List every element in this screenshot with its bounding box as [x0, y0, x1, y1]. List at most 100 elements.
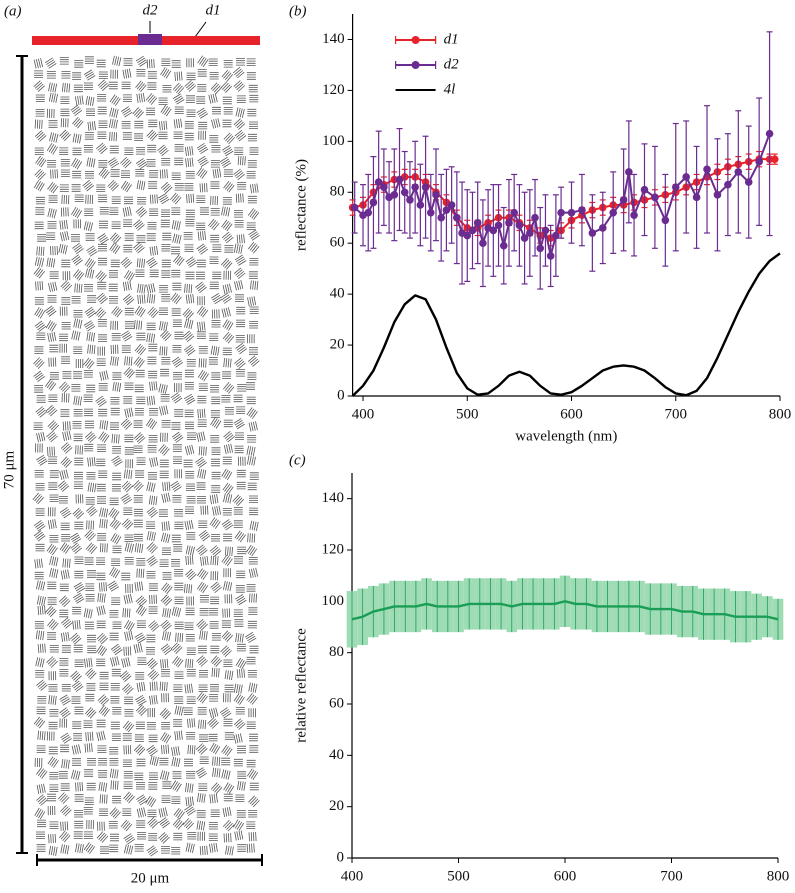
y-tick-label: 100: [322, 133, 345, 149]
marker: [567, 208, 576, 217]
marker: [411, 183, 419, 191]
y-tick-label: 120: [322, 82, 345, 98]
legend-entry: d1: [395, 31, 459, 47]
x-tick-label: 700: [660, 868, 683, 884]
marker: [552, 231, 560, 240]
marker: [468, 226, 477, 235]
chart: (b) 0 20 40 60 80 100 120 140 400 500 600 700 800 wave…: [289, 3, 791, 444]
marker: [510, 208, 518, 217]
marker: [520, 234, 529, 242]
panel-label: (a): [4, 3, 22, 19]
y-tick-label: 20: [329, 798, 344, 814]
marker: [640, 185, 649, 194]
marker: [416, 201, 425, 209]
legend-label: d1: [444, 31, 459, 47]
y-tick-label: 60: [329, 695, 344, 711]
marker: [651, 193, 659, 202]
marker: [380, 183, 388, 191]
marker: [682, 173, 690, 181]
marker: [526, 229, 534, 237]
x-tick-label: 700: [665, 406, 688, 422]
x-axis-label: wavelength (nm): [515, 428, 617, 444]
marker: [350, 203, 359, 212]
marker: [390, 191, 399, 199]
legend-label: 4l: [444, 81, 456, 97]
y-tick-label: 80: [330, 184, 345, 200]
marker: [661, 216, 670, 225]
marker: [531, 213, 539, 222]
marker: [671, 183, 680, 191]
marker: [770, 155, 779, 163]
series-line: [351, 600, 779, 621]
marker: [479, 239, 487, 247]
y-tick-label: 60: [330, 235, 345, 251]
marker: [734, 168, 743, 176]
series-line: [351, 252, 781, 397]
marker: [713, 191, 722, 199]
marker: [630, 211, 638, 219]
x-tick-label: 500: [456, 406, 479, 422]
marker: [421, 183, 430, 191]
marker: [395, 175, 404, 184]
y-axis-label: relative reflectance: [293, 628, 309, 743]
panel-a: (a) d2 d1 70 μm 20 μm: [1, 2, 263, 886]
marker: [541, 226, 550, 235]
marker: [463, 231, 472, 240]
marker: [703, 165, 711, 174]
y-tick-label: 40: [329, 747, 344, 763]
marker: [609, 208, 618, 217]
marker: [578, 206, 586, 214]
marker: [692, 193, 701, 202]
bar-label: d1: [206, 2, 221, 18]
marker: [755, 157, 763, 166]
legend-marker: [411, 61, 420, 69]
marker: [442, 206, 451, 214]
marker: [374, 178, 383, 186]
y-axis-label: reflectance (%): [293, 159, 309, 251]
marker: [515, 221, 524, 230]
marker: [546, 252, 555, 260]
marker: [364, 208, 373, 217]
panel-label: (c): [289, 452, 306, 468]
y-tick-label: 140: [322, 31, 345, 47]
marker: [499, 241, 508, 250]
marker: [598, 224, 607, 232]
marker: [447, 201, 456, 209]
scale-label: 70 μm: [1, 450, 17, 489]
x-tick-label: 400: [341, 868, 364, 884]
panel-label: (b): [289, 3, 307, 19]
marker: [744, 178, 753, 186]
x-tick-label: 500: [447, 868, 470, 884]
x-tick-label: 600: [554, 868, 577, 884]
legend-entry: d2: [395, 56, 460, 72]
y-tick-label: 0: [337, 387, 345, 403]
legend-label: d2: [444, 56, 460, 72]
series-line: [352, 158, 775, 240]
marker: [426, 208, 435, 217]
marker: [588, 229, 597, 237]
y-tick-label: 100: [322, 593, 345, 609]
marker: [432, 191, 440, 199]
y-tick-label: 40: [330, 286, 345, 302]
x-tick-label: 400: [352, 406, 375, 422]
y-tick-label: 20: [330, 337, 345, 353]
pointer: [194, 21, 207, 38]
marker: [724, 180, 732, 189]
chart: (c) 0 20 40 60 80 100 120 140 400 500 600 700 800 rela…: [289, 452, 789, 884]
marker: [437, 213, 446, 222]
marker: [489, 226, 498, 235]
bar-label: d2: [143, 2, 159, 18]
marker: [536, 244, 545, 253]
marker: [619, 196, 628, 204]
x-tick-label: 800: [769, 406, 792, 422]
marker: [453, 213, 461, 222]
marker: [557, 208, 565, 217]
scale-label: 20 μm: [131, 870, 170, 886]
y-tick-label: 120: [322, 541, 345, 557]
marker: [400, 188, 409, 197]
legend-marker: [411, 36, 420, 44]
marker: [765, 129, 774, 138]
marker: [473, 219, 482, 227]
x-tick-label: 800: [767, 868, 790, 884]
